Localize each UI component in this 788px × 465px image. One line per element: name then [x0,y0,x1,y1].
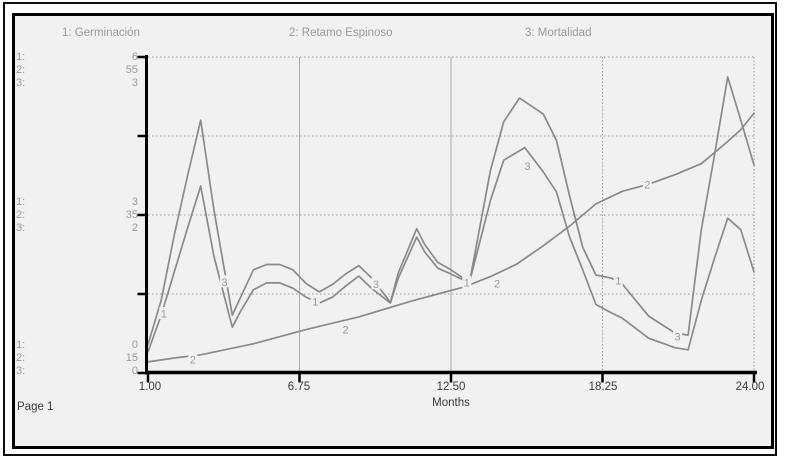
scale-prefix-3: 3: [16,365,26,377]
x-axis-title: Months [432,397,470,409]
series-label-backing [341,322,351,335]
series-1-label: 1 [615,275,621,287]
series-label-backing [188,352,198,365]
series-3-label: 3 [373,279,379,291]
scale-row: 3: 2 [16,222,138,235]
series-1-label: 1 [161,308,167,320]
y-scale-cluster-middle: 1: 3 2: 35 3: 2 [16,196,138,235]
series-1-label: 1 [312,296,318,308]
scale-prefix-2: 2: [16,64,26,76]
series-label-backing [492,276,502,289]
series-3-label: 3 [524,161,530,173]
legend-item-retamo-espinoso: 2: Retamo Espinoso [289,27,393,39]
scale-prefix-2: 2: [16,352,26,364]
series-label-backing [613,273,623,286]
x-tick-label-5: 24.00 [735,381,765,393]
scale-prefix-1: 1: [16,339,26,351]
series-2-label: 2 [190,354,196,366]
series-1-label: 1 [464,277,470,289]
scale-value: 3 [131,77,138,89]
scale-prefix-3: 3: [16,222,26,234]
series-3-line [147,119,755,351]
series-3-label: 3 [675,332,681,344]
x-tick-label-3: 12.50 [436,381,466,393]
y-scale-cluster-bottom: 1: 0 2: 15 3: 0 [16,339,138,378]
scale-value: 15 [125,352,138,364]
scale-row: 1: 3 [16,196,138,209]
scale-row: 2: 55 [16,64,138,77]
series-label-backing [159,306,169,319]
scale-value: 0 [131,365,138,377]
series-3-label: 3 [221,277,227,289]
scale-prefix-3: 3: [16,77,26,89]
scale-value: 55 [125,64,138,76]
scale-row: 3: 3 [16,77,138,90]
series-label-backing [462,275,472,288]
x-tick-label-2: 6.75 [287,381,311,393]
scale-prefix-2: 2: [16,209,26,221]
scale-row: 1: 0 [16,339,138,352]
scale-row: 1: 6 [16,51,138,64]
scale-prefix-1: 1: [16,51,26,63]
series-1-line [147,76,755,353]
series-label-backing [522,159,532,172]
series-label-backing [371,277,381,290]
legend-item-mortalidad: 3: Mortalidad [525,27,592,39]
scale-row: 3: 0 [16,365,138,378]
y-scale-cluster-top: 1: 6 2: 55 3: 3 [16,51,138,90]
series-label-backing [310,294,320,307]
series-label-backing [642,178,652,191]
x-tick-label-4: 18.25 [588,381,618,393]
x-tick-label-1: 1.00 [138,381,162,393]
series-2-label: 2 [644,180,650,192]
series-label-backing [219,275,229,288]
page-indicator: Page 1 [17,401,54,413]
series-2-label: 2 [494,278,500,290]
legend-item-germinacion: 1: Germinación [62,27,140,39]
scale-value: 35 [125,209,138,221]
scale-row: 2: 15 [16,352,138,365]
scale-value: 2 [131,222,138,234]
scale-value: 6 [131,51,138,63]
series-label-backing [673,330,683,343]
chart-window [12,13,774,449]
series-2-label: 2 [343,324,349,336]
scale-value: 3 [131,196,138,208]
scale-value: 0 [131,339,138,351]
scale-prefix-1: 1: [16,196,26,208]
scale-row: 2: 35 [16,209,138,222]
